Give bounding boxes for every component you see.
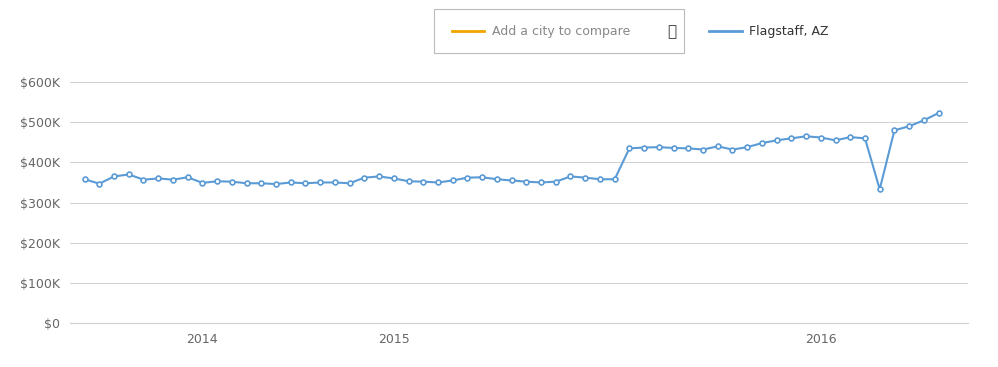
Text: Flagstaff, AZ: Flagstaff, AZ	[749, 25, 829, 38]
Text: ⌕: ⌕	[667, 24, 677, 39]
Text: Add a city to compare: Add a city to compare	[492, 25, 631, 38]
